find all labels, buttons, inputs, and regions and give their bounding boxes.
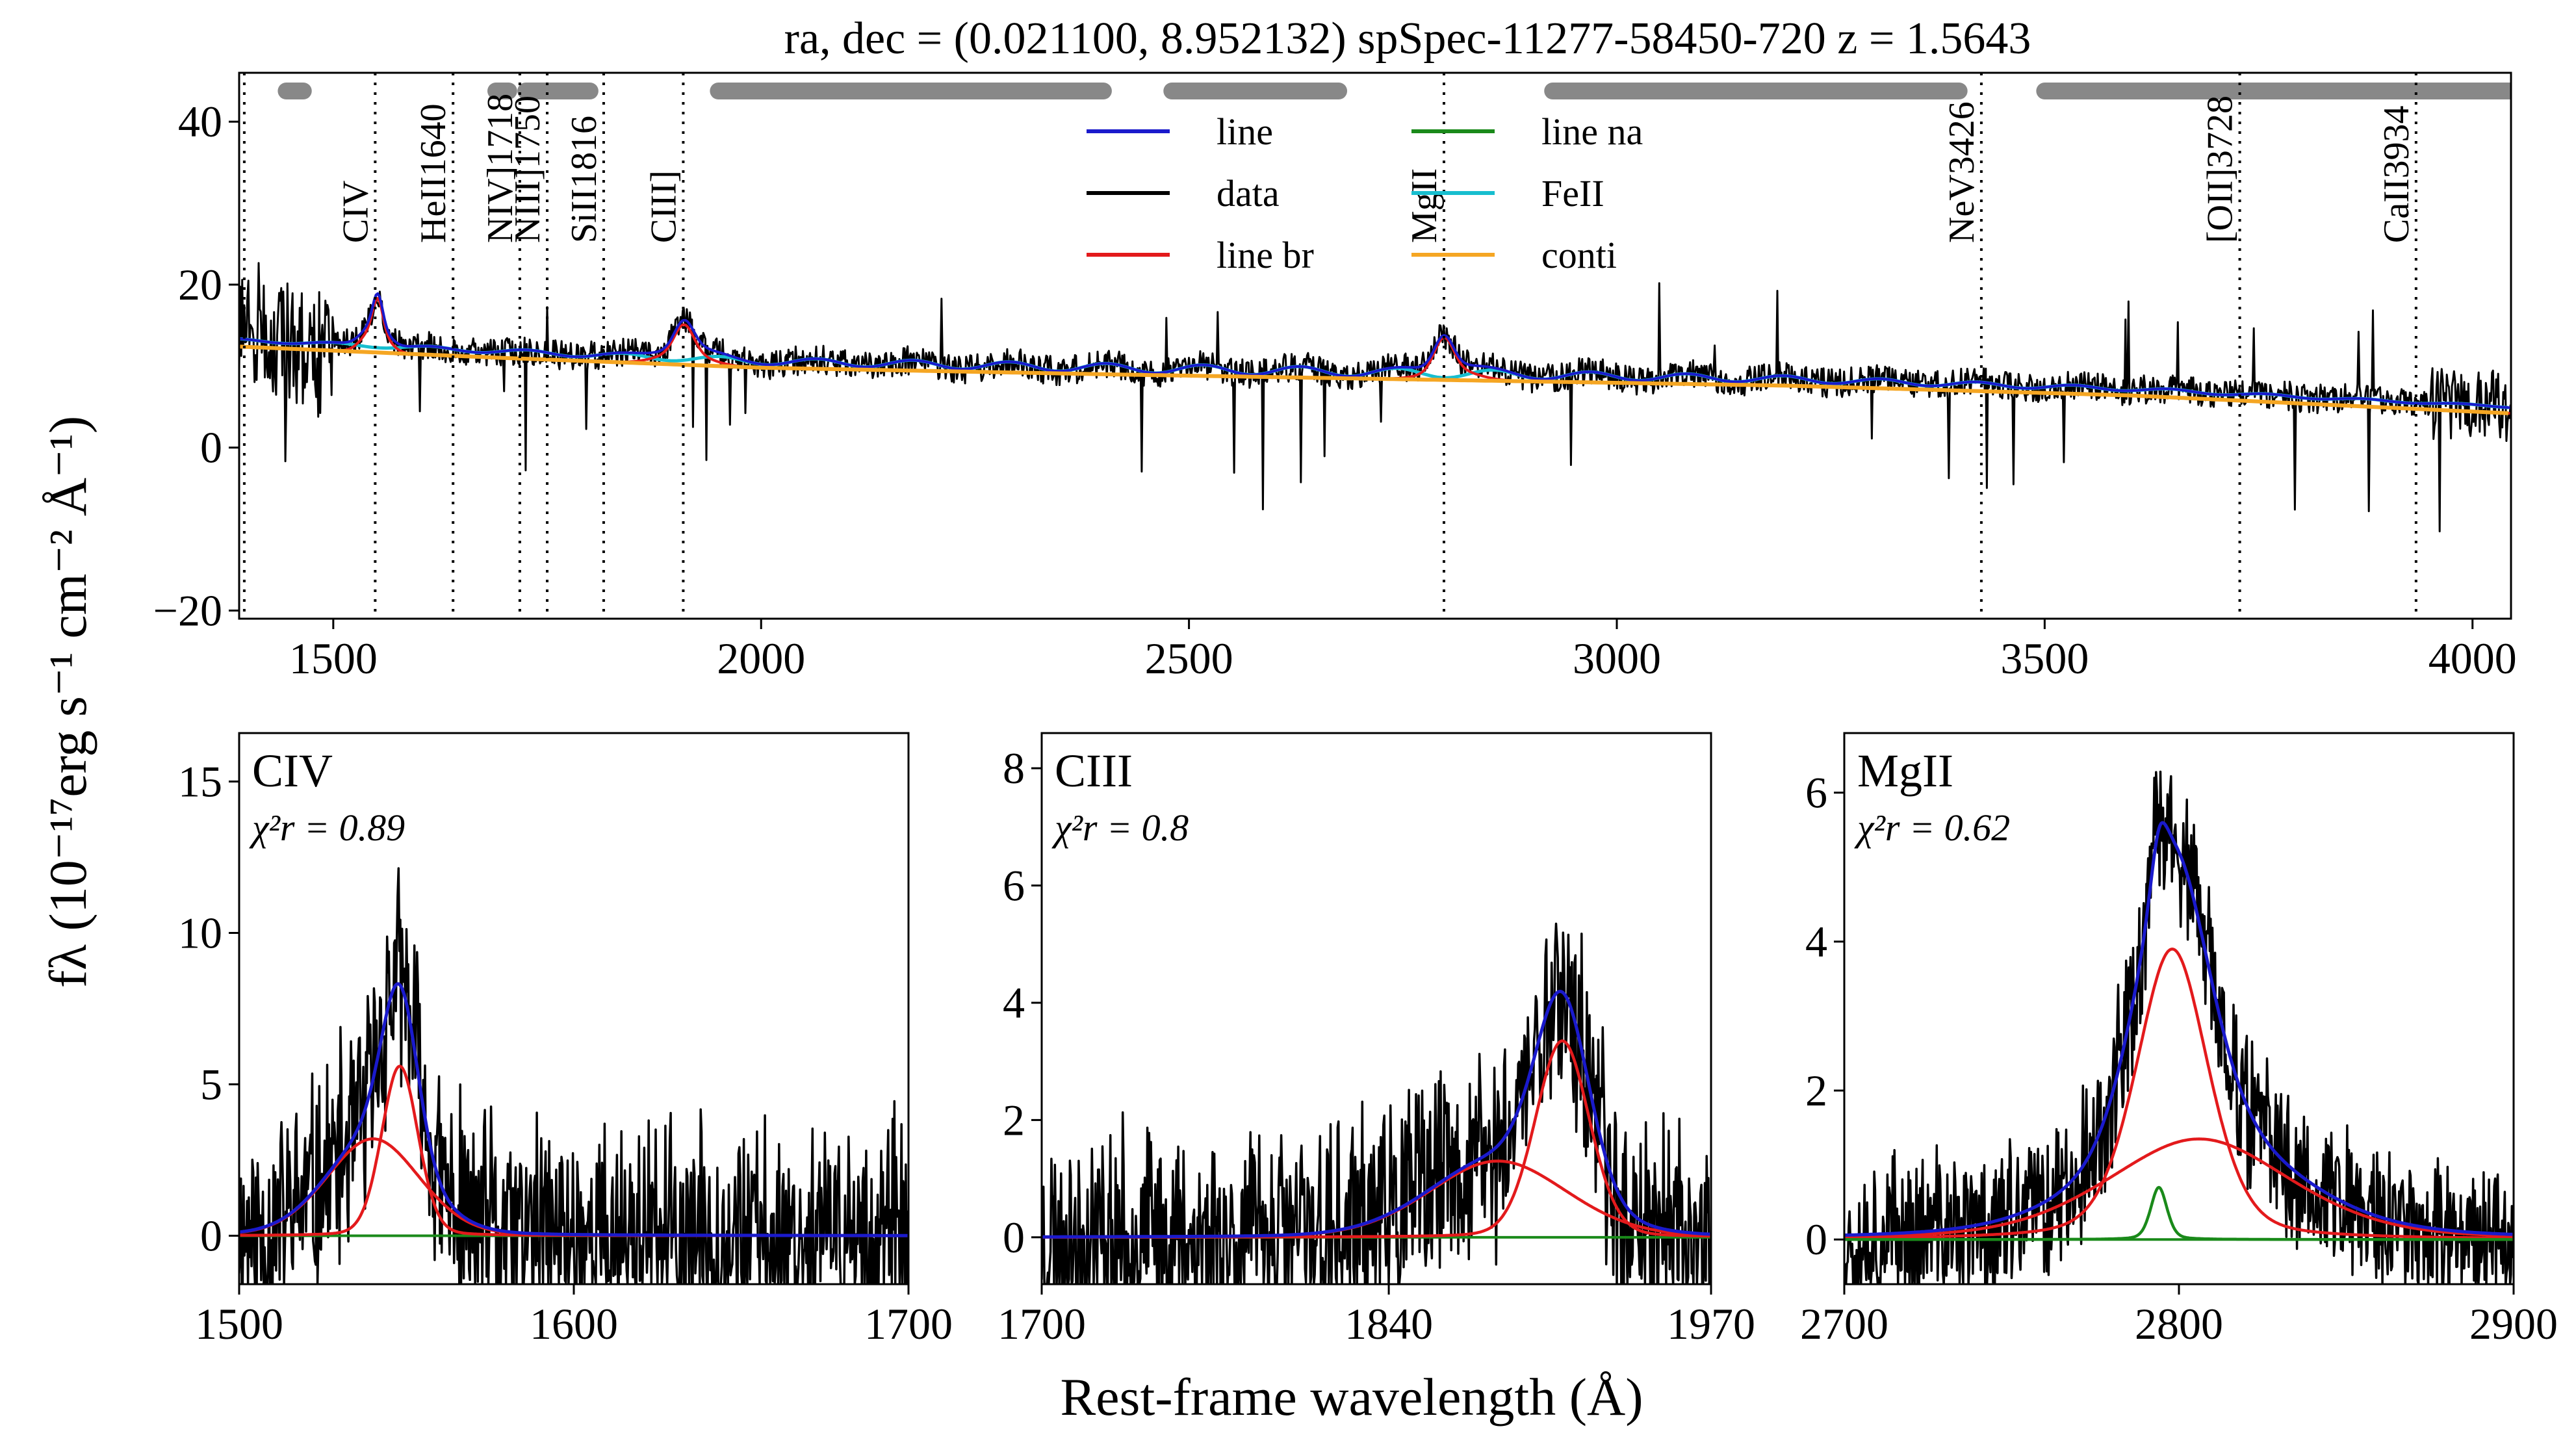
plot-area [239, 867, 908, 1284]
line-marker-label: NIII]1750 [508, 96, 548, 243]
x-tick-label: 3000 [1573, 634, 1661, 683]
series-data [1042, 922, 1711, 1284]
y-tick-label: 0 [1003, 1213, 1025, 1262]
legend-label: line [1217, 110, 1273, 153]
line-marker-label: CaII3934 [2376, 105, 2417, 243]
full-spectrum-plot-area [239, 73, 2511, 619]
y-tick-label: 0 [1805, 1215, 1827, 1264]
series-line [239, 982, 908, 1237]
x-tick-label: 2800 [2135, 1299, 2223, 1349]
y-tick-label: 6 [1805, 768, 1827, 818]
y-tick-label: 2 [1003, 1095, 1025, 1144]
line-marker-label: MgII [1404, 168, 1445, 243]
chi-squared-label: χ²r = 0.8 [1051, 807, 1189, 849]
series-data [239, 867, 908, 1284]
x-tick-label: 3500 [2000, 634, 2089, 683]
series-conti [239, 344, 2509, 415]
y-tick-label: 0 [200, 423, 222, 472]
y-tick-label: 8 [1003, 743, 1025, 793]
mgii-panel: MgII χ²r = 0.62 2700 2800 2900 0 2 4 6 [1800, 732, 2558, 1349]
y-tick-label: 6 [1003, 861, 1025, 910]
y-tick-label: 5 [200, 1059, 222, 1109]
series-line [1844, 821, 2514, 1237]
y-tick-label: −20 [153, 586, 222, 635]
x-tick-label: 1500 [195, 1299, 283, 1349]
chi-squared-label: χ²r = 0.62 [1854, 807, 2010, 849]
plot-area [1844, 770, 2514, 1284]
x-tick-label: 2500 [1145, 634, 1233, 683]
x-tick-label: 2000 [717, 634, 805, 683]
y-tick-label: 4 [1805, 917, 1827, 966]
figure-title: ra, dec = (0.021100, 8.952132) spSpec-11… [784, 14, 2031, 64]
x-tick-label: 2900 [2469, 1299, 2558, 1349]
x-tick-label: 1840 [1345, 1299, 1433, 1349]
x-tick-label: 1600 [530, 1299, 618, 1349]
line-marker-label: NIV]1718 [480, 94, 521, 243]
legend: line line na data FeII line br conti [1087, 110, 1643, 276]
line-marker-label: NeV3426 [1942, 101, 1982, 243]
line-marker-label: CIV [335, 181, 376, 243]
x-tick-label: 1970 [1667, 1299, 1755, 1349]
y-tick-label: 15 [178, 757, 222, 807]
series-data [1844, 770, 2514, 1284]
ciii-panel: CIII χ²r = 0.8 1700 1840 1970 0 2 4 6 8 [998, 732, 1755, 1349]
panel-title: CIII [1055, 745, 1133, 797]
plot-area [1042, 922, 1711, 1284]
y-tick-label: 2 [1805, 1066, 1827, 1115]
x-tick-label: 1700 [998, 1299, 1086, 1349]
y-axis-label: fλ (10⁻¹⁷erg s⁻¹ cm⁻² Å⁻¹) [38, 416, 97, 988]
series-line-br [1844, 1137, 2513, 1239]
y-tick-label: 20 [178, 260, 222, 309]
y-tick-label: 4 [1003, 978, 1025, 1027]
panel-frame [1040, 732, 1712, 1285]
series-line-na [1844, 1185, 2513, 1241]
x-tick-label: 2700 [1800, 1299, 1888, 1349]
series-line [1042, 990, 1711, 1239]
legend-label: line na [1541, 110, 1643, 153]
legend-label: FeII [1541, 172, 1604, 214]
series-line-br [1844, 948, 2513, 1240]
y-tick-label: 10 [178, 909, 222, 958]
y-tick-label: 0 [200, 1211, 222, 1260]
legend-label: line br [1217, 234, 1314, 276]
full-spectrum-frame [238, 71, 2512, 620]
chi-squared-label: χ²r = 0.89 [249, 807, 405, 849]
line-marker-label: SiII1816 [564, 116, 604, 243]
line-marker-label: HeII1640 [413, 103, 454, 243]
panel-title: MgII [1857, 745, 1953, 797]
legend-label: conti [1541, 234, 1617, 276]
x-axis-label: Rest-frame wavelength (Å) [1060, 1367, 1643, 1427]
x-tick-label: 1700 [864, 1299, 953, 1349]
panel-title: CIV [252, 745, 333, 797]
line-marker-label: CIII] [643, 170, 684, 243]
x-tick-label: 1500 [289, 634, 378, 683]
civ-panel: CIV χ²r = 0.89 1500 1600 1700 0 5 10 15 [178, 732, 953, 1349]
x-tick-label: 4000 [2428, 634, 2517, 683]
series-line [239, 292, 2510, 409]
legend-label: data [1217, 172, 1280, 214]
line-marker-label: [OII]3728 [2200, 96, 2241, 243]
y-tick-label: 40 [178, 97, 222, 146]
